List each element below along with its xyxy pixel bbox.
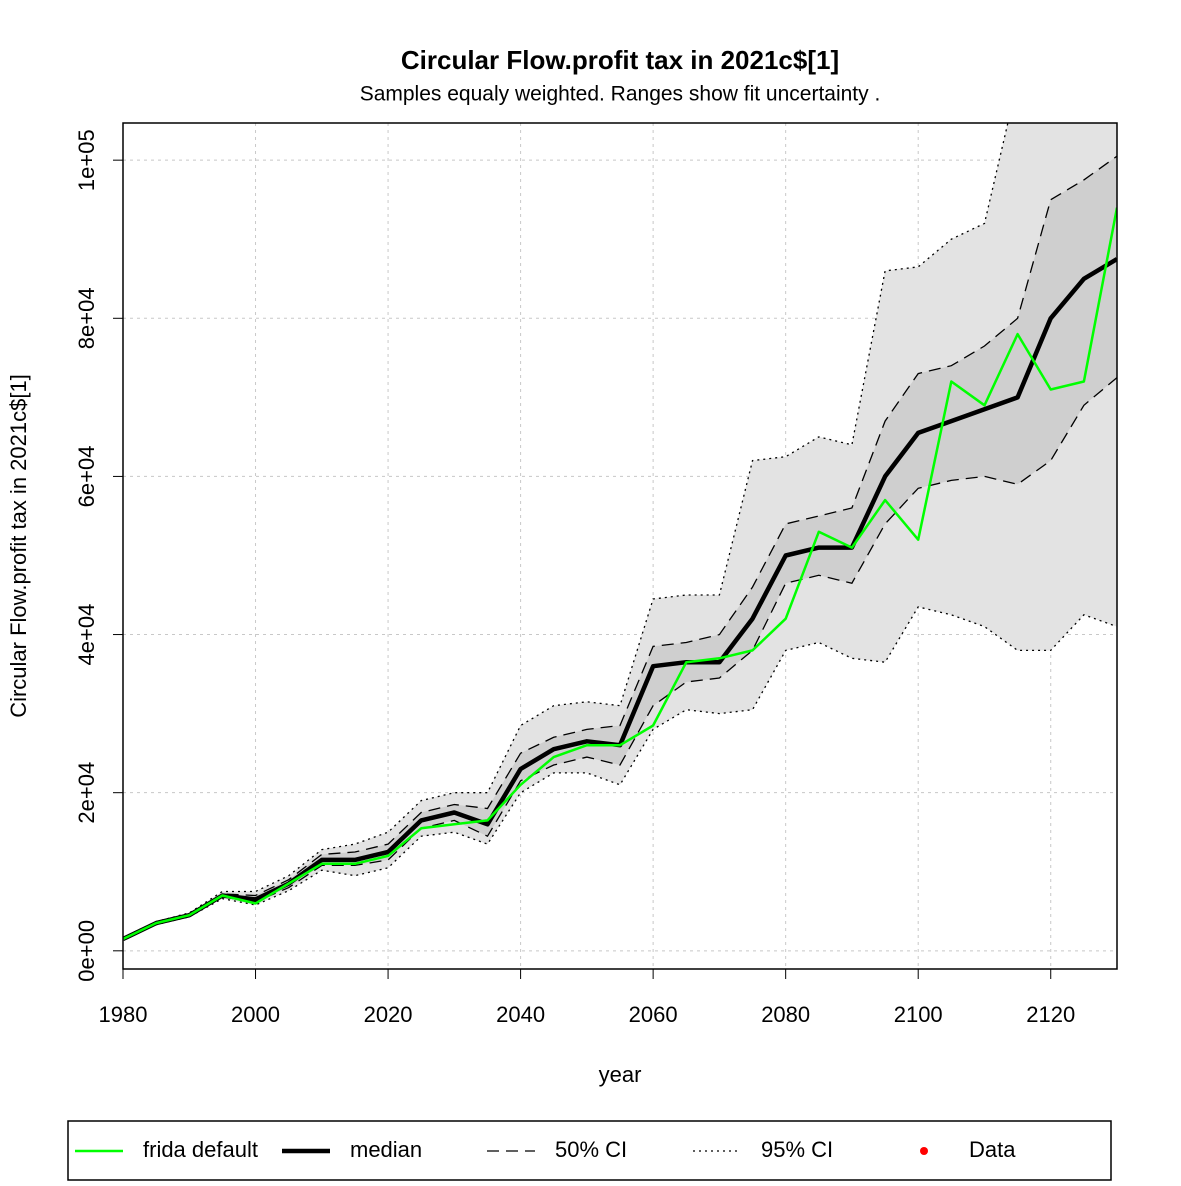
y-tick-label: 4e+04 <box>74 604 99 666</box>
legend-marker <box>920 1147 928 1155</box>
x-tick-label: 2020 <box>364 1002 413 1027</box>
chart-title: Circular Flow.profit tax in 2021c$[1] <box>401 45 839 75</box>
plot-frame <box>122 122 1118 970</box>
y-axis-label: Circular Flow.profit tax in 2021c$[1] <box>6 374 31 718</box>
x-tick-label: 2060 <box>629 1002 678 1027</box>
plot-area <box>123 123 1117 969</box>
y-tick-label: 0e+00 <box>74 920 99 982</box>
legend-label: median <box>350 1137 422 1162</box>
ci-line <box>123 123 1009 938</box>
legend-label: 95% CI <box>761 1137 833 1162</box>
x-tick-label: 2000 <box>231 1002 280 1027</box>
chart-subtitle: Samples equaly weighted. Ranges show fit… <box>360 83 881 106</box>
ci-line <box>123 377 1117 940</box>
legend-box <box>67 1120 1112 1181</box>
legend-label: 50% CI <box>555 1137 627 1162</box>
series-line <box>123 207 1117 941</box>
x-axis-label: year <box>599 1062 642 1087</box>
legend-label: frida default <box>143 1137 258 1162</box>
x-tick-label: 2100 <box>894 1002 943 1027</box>
y-tick-label: 6e+04 <box>74 446 99 508</box>
y-tick-label: 8e+04 <box>74 287 99 349</box>
y-tick-label: 2e+04 <box>74 762 99 824</box>
x-tick-label: 2120 <box>1026 1002 1075 1027</box>
y-tick-label: 1e+05 <box>74 129 99 191</box>
x-tick-label: 2040 <box>496 1002 545 1027</box>
ci-line <box>123 155 1117 939</box>
legend-label: Data <box>969 1137 1016 1162</box>
x-tick-label: 1980 <box>99 1002 148 1027</box>
ci-band <box>123 123 1117 940</box>
x-tick-label: 2080 <box>761 1002 810 1027</box>
